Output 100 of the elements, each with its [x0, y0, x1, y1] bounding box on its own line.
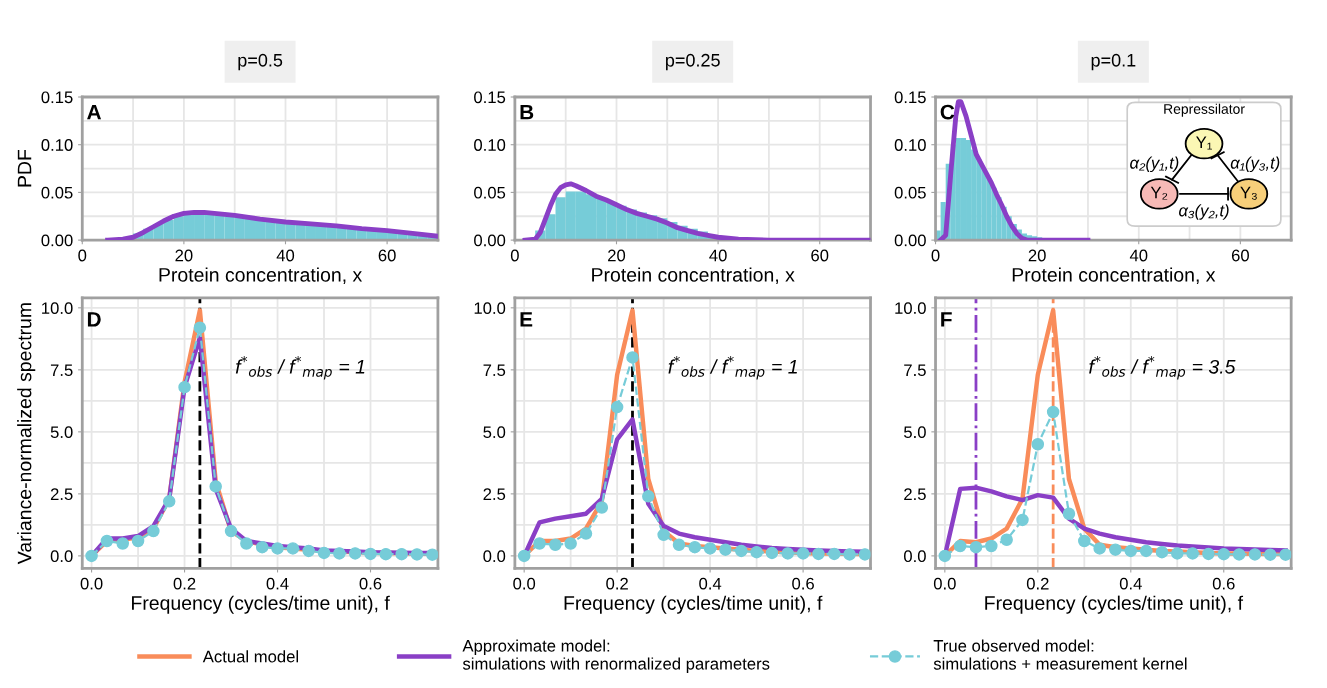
point — [579, 527, 593, 540]
x-tick-label: 0.4 — [699, 577, 722, 590]
x-tick-label: 0.2 — [606, 577, 628, 590]
x-axis-title: Protein concentration, x — [159, 267, 363, 285]
point — [410, 548, 424, 561]
x-tick-label: 60 — [378, 249, 396, 262]
y-tick-label: 0.05 — [474, 186, 506, 199]
point — [85, 549, 98, 563]
annotation: E — [520, 312, 533, 327]
point — [533, 537, 546, 550]
y-tick-label: 0.15 — [894, 91, 926, 104]
line-series — [105, 210, 438, 241]
point — [1093, 542, 1106, 555]
chart-title: p=0.1 — [1091, 53, 1136, 71]
x-tick-label: 40 — [709, 249, 727, 262]
point — [781, 547, 795, 560]
point — [1078, 534, 1091, 548]
x-tick-label: 0.0 — [933, 577, 956, 590]
y-tick-label: 5.0 — [50, 426, 73, 439]
point — [765, 546, 779, 560]
annotation: f$^{*}$$_{obs}$ / f$^{*}$$_{map}$ = 1 — [668, 355, 797, 380]
point — [812, 547, 825, 561]
annotation: Y₃ — [1240, 186, 1257, 200]
point — [610, 400, 624, 414]
y-tick-label: 0.05 — [41, 186, 73, 199]
point — [1232, 548, 1246, 561]
point — [1279, 548, 1292, 561]
point — [672, 538, 686, 551]
point — [750, 545, 763, 559]
point — [595, 501, 609, 514]
point — [735, 544, 748, 558]
y-tick-label: 5.0 — [483, 426, 506, 439]
point — [953, 539, 967, 553]
point — [1124, 544, 1138, 558]
point — [178, 380, 191, 394]
point — [131, 534, 145, 548]
point — [1155, 545, 1169, 559]
point — [828, 547, 841, 561]
annotation: F — [941, 312, 952, 327]
y-tick-label: 2.5 — [904, 488, 926, 501]
annotation: Y₂ — [1150, 186, 1168, 200]
point — [255, 540, 269, 554]
point — [1186, 547, 1199, 560]
y-tick-label: 0.05 — [894, 186, 926, 199]
annotation: A — [87, 104, 102, 120]
y-tick-label: 2.5 — [483, 488, 506, 501]
point — [858, 548, 871, 561]
x-tick-label: 0.4 — [266, 577, 289, 590]
point — [364, 547, 377, 561]
point — [286, 542, 300, 555]
x-tick-label: 0.6 — [359, 577, 382, 590]
x-tick-label: 40 — [276, 249, 295, 262]
annotation: C — [940, 104, 955, 120]
x-tick-label: 20 — [608, 249, 626, 262]
x-tick-label: 0 — [510, 249, 519, 262]
point — [1171, 547, 1184, 560]
y-tick-label: 5.0 — [904, 426, 926, 439]
legend-label: Actual model — [202, 650, 299, 663]
y-axis-title: Variance-normalized spectrum — [17, 303, 36, 565]
point — [1031, 438, 1045, 451]
point — [271, 542, 284, 555]
point — [1248, 548, 1262, 561]
y-tick-label: 0.15 — [474, 91, 506, 104]
annotation: α₂(y₁,t) — [1130, 156, 1179, 173]
x-tick-label: 40 — [1129, 249, 1148, 262]
point — [147, 524, 160, 538]
x-tick-label: 20 — [175, 249, 193, 262]
y-tick-label: 10.0 — [474, 302, 506, 315]
point — [1062, 507, 1076, 520]
y-tick-label: 2.5 — [50, 488, 73, 501]
point — [796, 547, 810, 560]
y-tick-label: 0.00 — [894, 234, 926, 247]
point — [1264, 548, 1277, 561]
y-tick-label: 0.10 — [894, 139, 926, 151]
x-axis-title: Frequency (cycles/time unit), f — [985, 595, 1244, 614]
x-tick-label: 0.0 — [513, 577, 536, 590]
point — [224, 524, 238, 538]
annotation: f$^{*}$$_{obs}$ / f$^{*}$$_{map}$ = 1 — [235, 355, 365, 380]
x-axis-title: Protein concentration, x — [1012, 267, 1216, 285]
y-axis-title: PDF — [17, 149, 32, 187]
point — [193, 321, 207, 334]
annotation: f$^{*}$$_{obs}$ / f$^{*}$$_{map}$ = 3.5 — [1089, 355, 1236, 380]
point — [333, 547, 346, 560]
x-axis-title: Protein concentration, x — [592, 267, 795, 285]
annotation: Repressilator — [1164, 103, 1245, 117]
chart-title: p=0.5 — [238, 53, 283, 71]
point — [843, 548, 856, 561]
legend-label: Approximate model: simulations with renormalized parameters — [462, 639, 770, 673]
point — [395, 547, 408, 561]
point — [719, 543, 732, 556]
annotation: Y₁ — [1196, 136, 1212, 150]
x-axis-title: Frequency (cycles/time unit), f — [132, 595, 390, 614]
legend-label: True observed model: simulations + measurement kernel — [933, 639, 1187, 670]
point — [517, 549, 531, 563]
y-tick-label: 0.15 — [41, 91, 73, 104]
x-axis-title: Frequency (cycles/time unit), f — [564, 595, 823, 614]
y-tick-label: 10.0 — [42, 302, 73, 315]
y-tick-label: 0.00 — [41, 234, 73, 247]
point — [1016, 513, 1029, 527]
point — [1139, 544, 1153, 558]
